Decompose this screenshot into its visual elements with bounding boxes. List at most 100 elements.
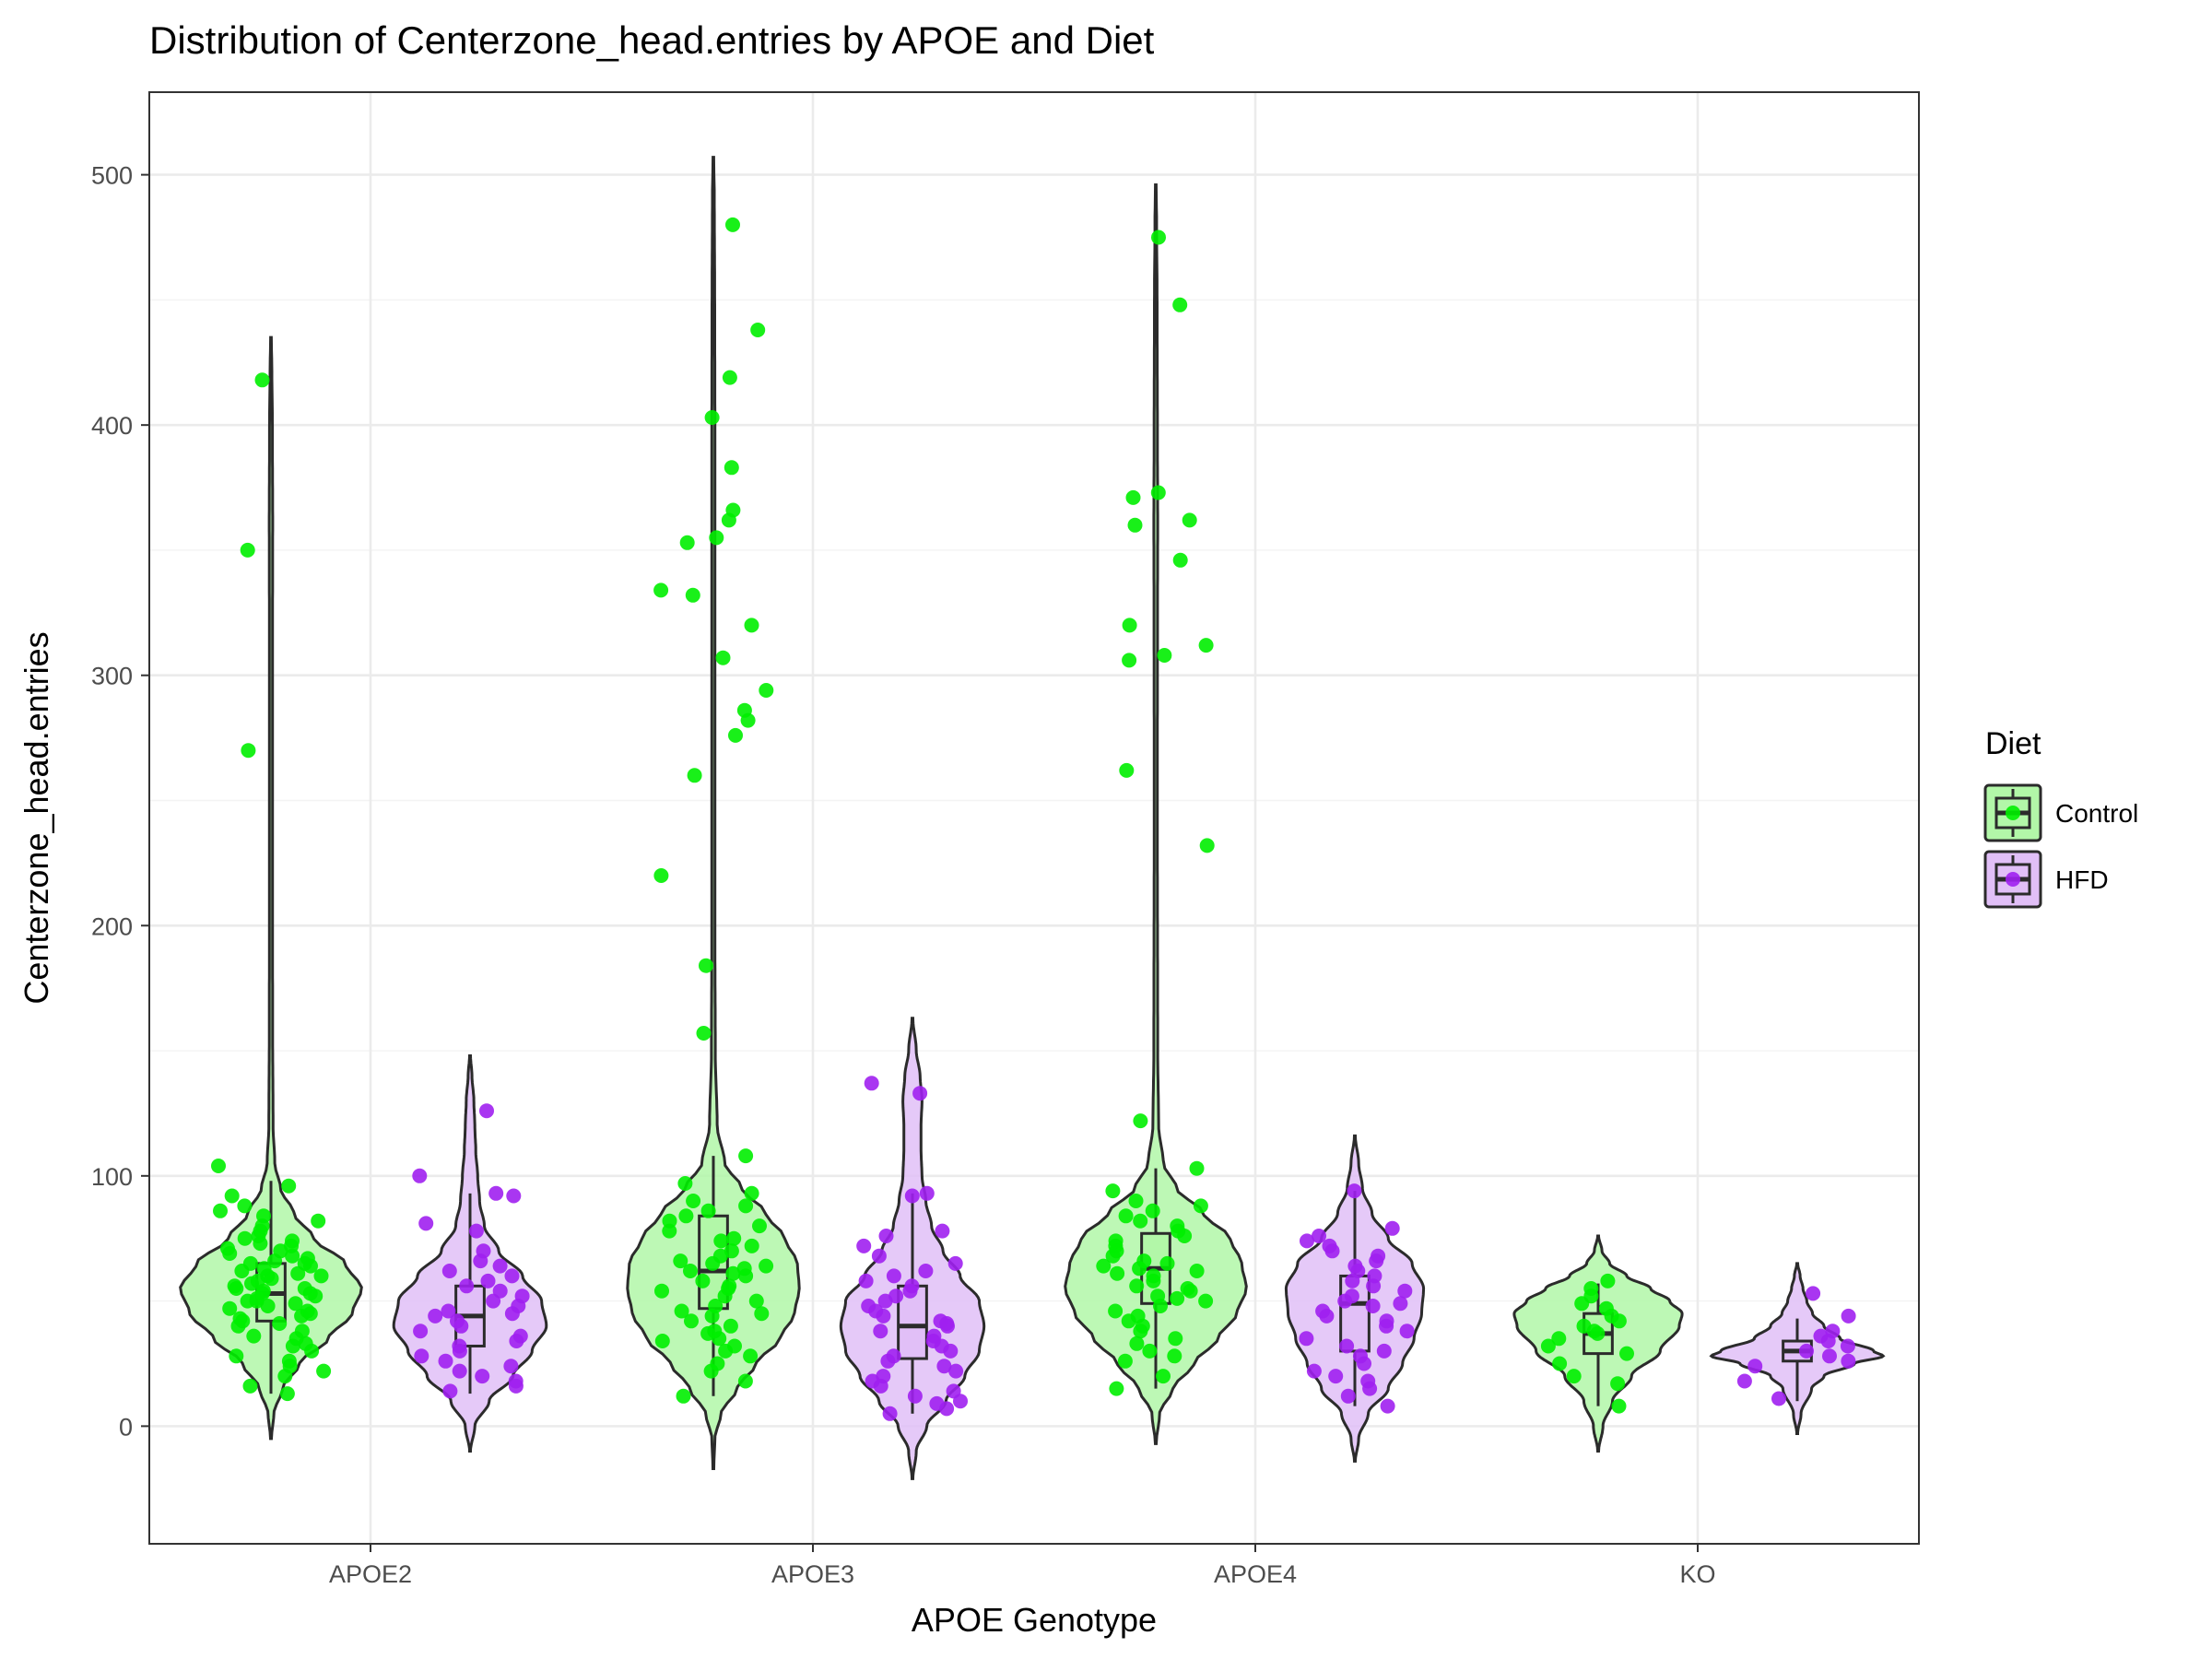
data-point [1328,1369,1344,1384]
data-point [904,1278,920,1294]
data-point [241,743,256,759]
data-point [279,1386,295,1402]
x-tick-label: APOE2 [329,1560,412,1588]
data-point [1576,1318,1592,1334]
data-point [428,1308,443,1324]
data-point [442,1383,458,1399]
data-point [1566,1369,1582,1384]
data-point [1360,1373,1376,1389]
x-tick-label: KO [1679,1560,1715,1588]
data-point [679,535,695,550]
data-point [1189,1160,1205,1176]
data-point [715,650,731,665]
data-point [864,1076,879,1091]
data-point [1344,1288,1359,1304]
data-point [506,1188,522,1204]
data-point [1136,1253,1152,1269]
data-point [229,1348,244,1364]
data-point [1552,1356,1568,1371]
data-point [858,1273,874,1288]
data-point [936,1359,952,1374]
data-point [281,1353,297,1369]
data-point [1129,1278,1145,1294]
data-point [946,1383,961,1399]
data-point [480,1273,496,1288]
data-point [240,542,255,558]
data-point [744,1238,759,1253]
data-point [514,1288,530,1304]
y-tick-label: 100 [91,1163,133,1191]
legend-key-control: Control [1983,783,2138,842]
data-point [738,1148,754,1164]
data-point [479,1103,494,1119]
data-point [1182,512,1197,528]
data-point [316,1363,332,1379]
data-point [1180,1281,1195,1296]
x-axis: APOE2 APOE3 APOE4 KO [329,1544,1716,1588]
data-point [227,1278,242,1294]
data-point [726,1230,742,1246]
data-point [700,1203,716,1218]
data-point [1130,1308,1146,1324]
data-point [1142,1343,1158,1359]
data-point [713,1233,729,1249]
data-point [288,1296,303,1312]
data-point [438,1353,453,1369]
data-point [1397,1283,1413,1299]
data-point [1159,1255,1175,1271]
data-point [1322,1238,1337,1253]
data-point [508,1373,524,1389]
data-point [1306,1363,1322,1379]
data-point [1198,1293,1214,1309]
data-point [743,1348,759,1364]
data-point [948,1363,964,1379]
data-point [918,1264,934,1278]
violin-control-apoe4 [1064,183,1248,1445]
data-point [856,1238,872,1253]
data-point [242,1378,258,1394]
data-point [492,1283,508,1299]
data-point [413,1324,429,1339]
legend: Diet Control HFD [1983,726,2138,909]
panel-border [148,91,1920,1545]
data-point [1170,1218,1185,1234]
data-point [1133,1213,1148,1229]
x-tick-label: APOE3 [771,1560,854,1588]
data-point [736,702,752,718]
data-point [1736,1373,1752,1389]
data-point [1300,1233,1314,1249]
y-tick-label: 500 [91,162,133,190]
data-point [744,1185,759,1201]
data-point [1619,1346,1634,1361]
data-point [285,1233,300,1249]
data-point [935,1223,950,1239]
legend-title: Diet [1985,726,2041,761]
data-point [907,1388,923,1404]
data-point [492,1258,508,1274]
data-point [1156,1369,1171,1384]
data-point [737,1373,753,1389]
data-point [300,1251,315,1266]
data-point [1109,1381,1124,1396]
data-point [300,1303,315,1319]
y-tick-label: 200 [91,912,133,940]
data-point [876,1369,891,1384]
data-point [919,1185,935,1201]
data-point [704,410,720,425]
gridlines [149,92,1919,1544]
data-point [313,1268,329,1284]
data-point [450,1313,465,1329]
data-point [695,1273,711,1288]
data-point [1108,1303,1124,1319]
data-point [297,1281,312,1296]
data-point [699,958,713,973]
data-point [1813,1328,1829,1344]
data-point [1150,485,1166,500]
legend-label: HFD [2055,865,2109,894]
data-point [1379,1313,1394,1329]
data-point [724,1243,739,1259]
data-point [1347,1258,1363,1274]
data-point [232,1311,248,1326]
data-point [724,460,739,476]
data-point [1170,1290,1185,1306]
